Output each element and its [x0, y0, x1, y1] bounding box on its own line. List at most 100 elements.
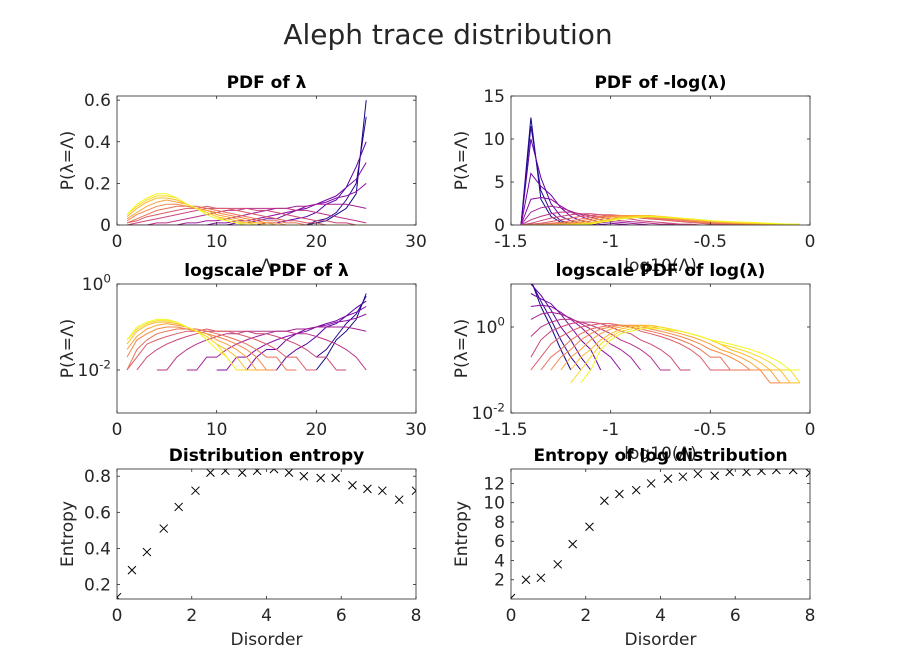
x-tick-label: 10	[206, 420, 228, 440]
y-tick-label: 12	[483, 474, 505, 494]
series-line	[560, 324, 791, 384]
series-line	[520, 138, 800, 225]
plot-area	[126, 100, 367, 225]
y-tick-label: 4	[494, 551, 505, 571]
data-point-x-marker	[772, 469, 781, 475]
series-line	[126, 323, 267, 371]
data-point-x-marker	[221, 469, 230, 476]
series-line	[126, 199, 367, 225]
series-line	[530, 293, 602, 371]
x-tick-label: 0	[112, 606, 123, 626]
y-tick-label: 100	[82, 271, 111, 295]
data-point-x-marker	[710, 471, 720, 481]
data-point-x-marker	[805, 469, 810, 478]
series-line	[580, 327, 800, 384]
data-point-x-marker	[206, 469, 215, 477]
x-axis-label: log10(Λ)	[624, 444, 696, 464]
series-line	[570, 324, 800, 384]
data-point-x-marker	[521, 575, 531, 585]
y-tick-label: 0.2	[84, 576, 111, 596]
data-point-x-marker	[585, 522, 594, 532]
data-point-x-marker	[757, 469, 766, 476]
y-tick-label: 10	[483, 494, 505, 514]
series-line	[126, 195, 367, 225]
plot-area	[126, 293, 367, 371]
series-line	[126, 203, 367, 225]
series-line	[520, 211, 800, 225]
panel-2: -1.5 -1 -0.5 0 0 5 10 15 PDF of -log(λ) log10(Λ) P…	[452, 73, 815, 276]
series-line	[315, 293, 367, 371]
y-tick-label: 6	[494, 532, 505, 552]
data-point-x-marker	[693, 469, 703, 479]
data-point-x-marker	[378, 486, 387, 496]
series-line	[136, 330, 347, 371]
data-point-x-marker	[568, 539, 578, 549]
data-point-x-marker	[191, 486, 200, 496]
panel-3: 0 10 20 30 100 10-2 logscale PDF of λ P(λ=Λ)	[58, 261, 427, 440]
panel-title: Entropy of log distribution	[533, 446, 787, 466]
data-point-x-marker	[646, 479, 656, 488]
y-tick-label: 10-2	[472, 400, 506, 424]
x-tick-label: 2	[186, 606, 197, 626]
x-tick-label: -0.5	[694, 420, 727, 440]
data-point-x-marker	[316, 473, 326, 483]
data-point-x-marker	[511, 593, 516, 599]
x-tick-label: -1	[602, 420, 619, 440]
series-line	[126, 205, 367, 225]
x-tick-label: 20	[306, 420, 328, 440]
y-tick-label: 0.8	[84, 467, 111, 487]
data-point-x-marker	[117, 592, 122, 599]
data-point-x-marker	[663, 474, 673, 483]
axes-frame	[116, 283, 417, 414]
panel-1: 0 10 20 30 0 0.2 0.4 0.6 PDF of λ Λ P(λ=Λ)	[58, 73, 427, 276]
axes-frame	[116, 468, 417, 600]
y-axis-label: Entropy	[452, 501, 472, 567]
data-point-x-marker	[631, 485, 641, 495]
series-line	[520, 172, 800, 225]
data-point-x-marker	[127, 565, 137, 575]
y-axis-label: Entropy	[58, 501, 78, 567]
series-line	[530, 304, 621, 371]
data-point-x-marker	[536, 573, 546, 583]
x-tick-label: 8	[805, 606, 816, 626]
data-point-x-marker	[159, 524, 169, 533]
data-point-x-marker	[553, 559, 563, 569]
panel-title: Distribution entropy	[169, 446, 364, 466]
y-tick-label: 100	[476, 314, 505, 338]
panel-title: logscale PDF of log(λ)	[556, 261, 766, 281]
y-tick-label: 0.6	[84, 91, 111, 111]
x-tick-label: 4	[261, 606, 272, 626]
series-line	[126, 205, 367, 225]
x-tick-label: 10	[206, 232, 228, 252]
panel-4: -1.5 -1 -0.5 0 100 10-2 logscale PDF of log(λ)…	[452, 261, 815, 464]
plot-area	[511, 469, 810, 599]
x-tick-label: 0	[506, 606, 517, 626]
data-point-x-marker	[394, 495, 404, 505]
data-point-x-marker	[252, 469, 262, 476]
x-tick-label: 2	[580, 606, 591, 626]
y-axis-label: P(λ=Λ)	[58, 319, 78, 378]
data-point-x-marker	[615, 489, 624, 499]
x-tick-label: 0	[112, 420, 123, 440]
series-line	[520, 214, 800, 225]
series-line	[521, 216, 800, 225]
axes-frame	[510, 468, 811, 600]
x-tick-label: 0	[805, 232, 816, 252]
series-line	[127, 203, 367, 225]
x-tick-label: 8	[411, 606, 422, 626]
y-axis-label: P(λ=Λ)	[58, 131, 78, 190]
x-tick-label: 20	[306, 232, 328, 252]
panel-title: PDF of λ	[227, 73, 307, 93]
y-tick-label: 0.6	[84, 503, 111, 523]
panel-title: PDF of -log(λ)	[594, 73, 726, 93]
series-line	[127, 116, 367, 225]
x-tick-label: 30	[405, 420, 427, 440]
y-tick-label: 8	[494, 513, 505, 533]
y-tick-label: 2	[494, 571, 505, 591]
series-line	[266, 300, 367, 371]
x-axis-label: log10(Λ)	[624, 256, 696, 276]
x-tick-label: 4	[655, 606, 666, 626]
data-point-x-marker	[363, 484, 372, 494]
